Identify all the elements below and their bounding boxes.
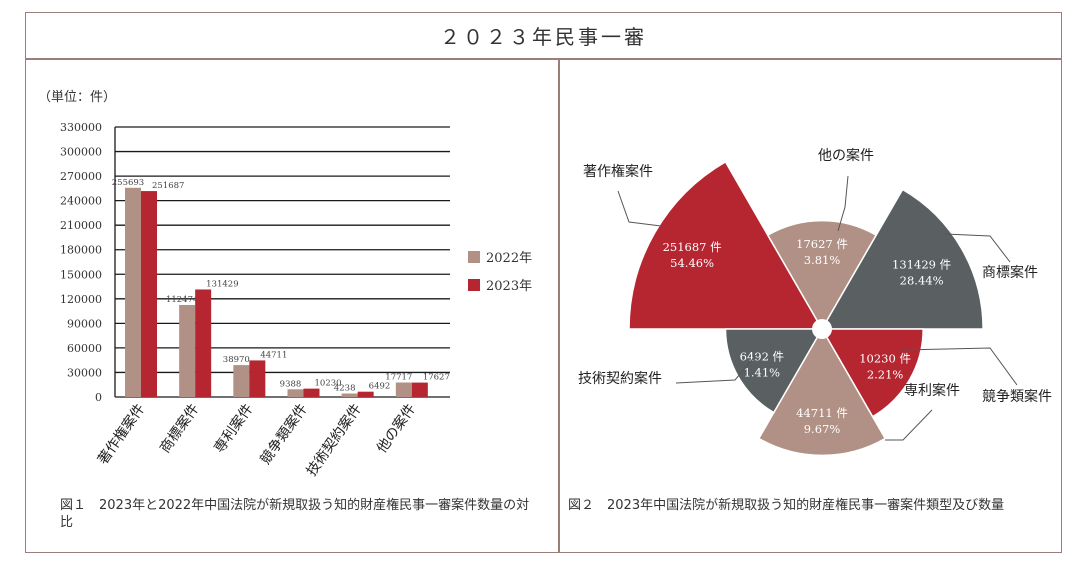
bar-data-label: 44711 xyxy=(260,350,287,360)
x-category-label: 技術契約案件 xyxy=(303,401,365,480)
bar-data-label: 38970 xyxy=(223,355,250,365)
x-category-label: 商標案件 xyxy=(156,401,202,457)
y-tick-label: 0 xyxy=(95,391,102,404)
y-tick-label: 330000 xyxy=(60,121,102,134)
y-tick-label: 150000 xyxy=(60,268,102,281)
bar-2023 xyxy=(195,289,212,397)
page-title: ２０２３年民事一審 xyxy=(25,12,1062,60)
y-tick-label: 270000 xyxy=(60,170,102,183)
rose-chart-caption: 図２ 2023年中国法院が新規取扱う知的財産権民事一審案件類型及び数量 xyxy=(568,498,1005,513)
y-tick-label: 210000 xyxy=(60,219,102,232)
bar-data-label: 17717 xyxy=(385,373,412,383)
y-tick-label: 90000 xyxy=(67,317,102,330)
bar-2022 xyxy=(179,304,196,397)
unit-label: （単位：件） xyxy=(38,89,116,105)
bar-2023 xyxy=(303,388,320,397)
bar-data-label: 17627 xyxy=(423,373,450,383)
figure-frame xyxy=(25,12,1062,553)
bar-2022 xyxy=(125,187,141,397)
y-tick-label: 30000 xyxy=(67,366,102,379)
bar-2022 xyxy=(395,382,412,397)
y-tick-label: 240000 xyxy=(60,195,102,208)
panel-divider xyxy=(558,60,560,553)
bar-data-label: 131429 xyxy=(206,279,238,289)
legend-swatch xyxy=(468,279,480,291)
bar-2023 xyxy=(357,391,374,397)
bar-data-label: 255693 xyxy=(112,178,144,188)
x-category-label: 著作権案件 xyxy=(94,401,148,468)
bar-data-label: 4238 xyxy=(334,384,356,394)
bar-2023 xyxy=(141,191,157,397)
legend-label: 2022年 xyxy=(486,251,532,266)
x-category-label: 専利案件 xyxy=(211,401,257,457)
x-category-label: 競争類案件 xyxy=(257,401,311,468)
bar-data-label: 10230 xyxy=(315,379,342,389)
bar-chart-caption: 図１ 2023年と2022年中国法院が新規取扱う知的財産権民事一審案件数量の対比 xyxy=(60,498,530,530)
x-category-label: 他の案件 xyxy=(373,401,419,457)
legend-swatch xyxy=(468,251,480,263)
y-tick-label: 180000 xyxy=(60,244,102,257)
y-tick-label: 60000 xyxy=(67,342,102,355)
y-tick-label: 300000 xyxy=(60,146,102,159)
bar-2022 xyxy=(287,389,304,397)
legend-label: 2023年 xyxy=(486,279,532,294)
bar-data-label: 251687 xyxy=(152,181,184,191)
bar-2022 xyxy=(233,365,250,397)
bar-data-label: 9388 xyxy=(280,379,302,389)
bar-2023 xyxy=(249,360,266,397)
bar-data-label: 112474 xyxy=(166,295,198,305)
bar-2023 xyxy=(411,382,428,397)
y-tick-label: 120000 xyxy=(60,293,102,306)
bar-data-label: 6492 xyxy=(369,382,391,392)
bar-2022 xyxy=(341,393,358,397)
